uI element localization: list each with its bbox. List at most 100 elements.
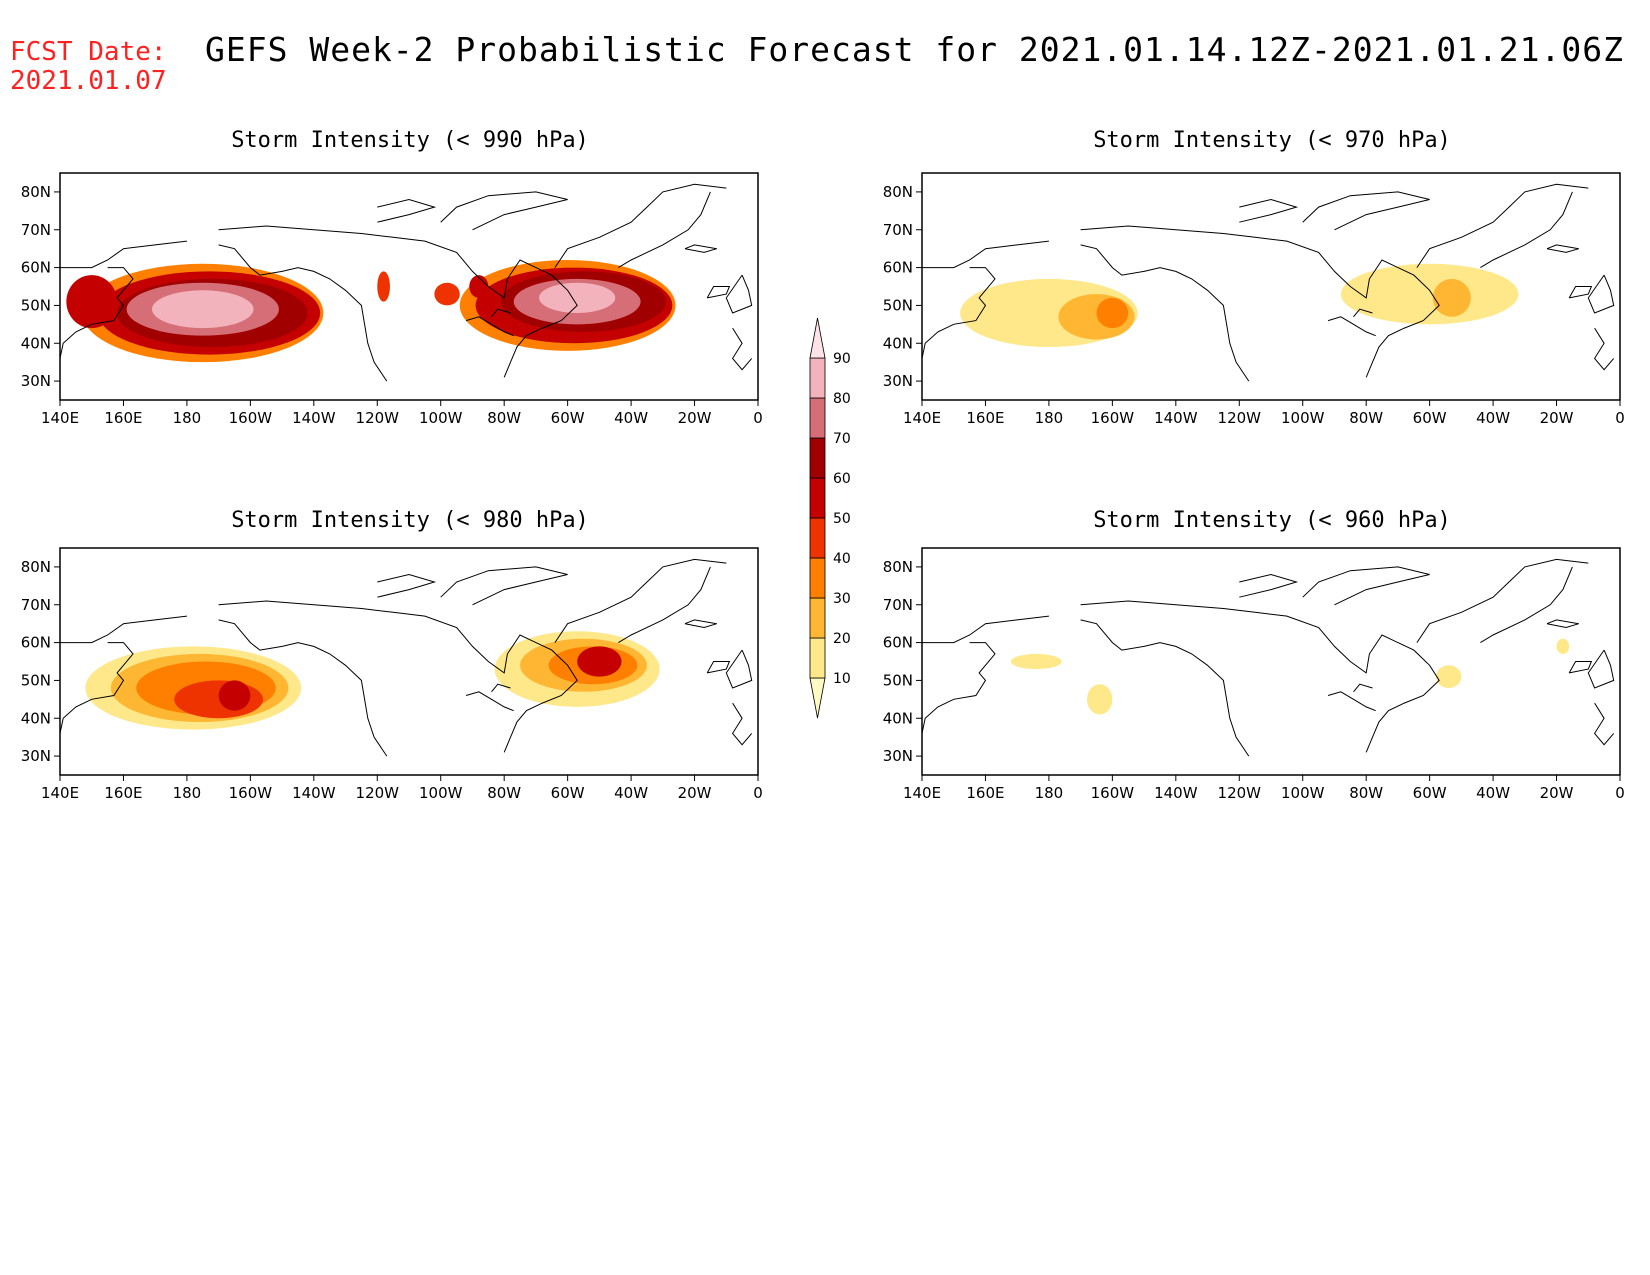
coastline [377, 573, 437, 598]
lon-tick-label: 140E [903, 784, 941, 802]
colorbar-label: 10 [833, 671, 851, 687]
coastline [218, 619, 388, 757]
lon-tick-label: 120W [356, 784, 400, 802]
lat-tick-label: 40N [21, 709, 51, 727]
lat-tick-label: 50N [883, 296, 913, 314]
lon-tick-label: 20W [678, 784, 712, 802]
coastline [1593, 327, 1615, 371]
lat-tick-label: 30N [21, 747, 51, 765]
lat-tick-label: 60N [21, 259, 51, 277]
forecast-date-value: 2021.01.07 [10, 66, 167, 96]
coastline [706, 661, 731, 674]
colorbar-label: 40 [833, 551, 851, 567]
map-frame [921, 547, 1621, 776]
coastline [684, 619, 717, 629]
lon-tick-label: 180 [173, 784, 202, 802]
lat-tick-label: 70N [883, 221, 913, 239]
panel-title-970: Storm Intensity (< 970 hPa) [1093, 128, 1451, 153]
coastline [731, 327, 753, 371]
coastline [491, 683, 511, 693]
colorbar-label: 50 [833, 511, 851, 527]
panel-title-960: Storm Intensity (< 960 hPa) [1093, 508, 1451, 533]
probability-contour [1086, 684, 1113, 715]
coastline [618, 566, 711, 644]
probability-contour [469, 275, 489, 298]
lon-tick-label: 160W [1091, 409, 1135, 427]
probability-contour [1096, 297, 1129, 329]
lat-tick-label: 30N [883, 747, 913, 765]
panel-title-990: Storm Intensity (< 990 hPa) [231, 128, 589, 153]
map-panel-p960: 140E 160E 180 160W 140W 120W 100W 80W 60W 40W 20W 0… [883, 547, 1625, 802]
lat-tick-label: 30N [21, 372, 51, 390]
lon-tick-label: 0 [1615, 784, 1625, 802]
lon-tick-label: 80W [1349, 409, 1383, 427]
probability-contour [539, 282, 616, 313]
lon-tick-label: 80W [487, 409, 521, 427]
map-frame [921, 172, 1621, 401]
lon-tick-label: 140W [1154, 409, 1198, 427]
map-panel-p970: 140E 160E 180 160W 140W 120W 100W 80W 60W 40W 20W 0… [883, 172, 1625, 427]
lon-tick-label: 140W [292, 784, 336, 802]
page-title: GEFS Week-2 Probabilistic Forecast for 2… [205, 30, 1625, 69]
coastline [1302, 566, 1430, 606]
lat-tick-label: 60N [21, 634, 51, 652]
colorbar-label: 30 [833, 591, 851, 607]
coastline [1480, 191, 1573, 269]
panel-title-980: Storm Intensity (< 980 hPa) [231, 508, 589, 533]
coastline [60, 240, 187, 269]
coastline [1546, 244, 1579, 253]
lat-tick-label: 80N [21, 558, 51, 576]
coastline [725, 274, 753, 314]
lat-tick-label: 80N [21, 183, 51, 201]
lat-tick-label: 80N [883, 558, 913, 576]
lat-tick-label: 70N [21, 221, 51, 239]
lon-tick-label: 160W [229, 784, 273, 802]
colorbar-label: 70 [833, 431, 851, 447]
lat-tick-label: 50N [883, 671, 913, 689]
lon-tick-label: 120W [1218, 784, 1262, 802]
lon-tick-label: 100W [1281, 784, 1325, 802]
coastline [1239, 198, 1299, 223]
lon-tick-label: 40W [1476, 409, 1510, 427]
coastline [1568, 286, 1593, 299]
lat-tick-label: 40N [883, 709, 913, 727]
coastline [440, 191, 568, 231]
forecast-date-block: FCST Date: 2021.01.07 [10, 38, 167, 96]
lon-tick-label: 180 [173, 409, 202, 427]
lat-tick-label: 40N [21, 334, 51, 352]
lon-tick-label: 0 [1615, 409, 1625, 427]
coastline [60, 615, 187, 644]
coastline [1416, 558, 1589, 643]
lon-tick-label: 80W [1349, 784, 1383, 802]
coastline [1080, 244, 1250, 382]
coastline [1327, 316, 1376, 337]
forecast-date-label: FCST Date: [10, 37, 167, 67]
probability-contour [1435, 665, 1462, 688]
lon-tick-label: 140E [903, 409, 941, 427]
lon-tick-label: 100W [419, 409, 463, 427]
probability-contour [577, 646, 622, 677]
lon-tick-label: 60W [1413, 784, 1447, 802]
probability-contour [1340, 263, 1519, 325]
probability-contour [218, 680, 251, 711]
lon-tick-label: 60W [1413, 409, 1447, 427]
colorbar-label: 60 [833, 471, 851, 487]
probability-contour [377, 271, 390, 302]
lon-tick-label: 100W [419, 784, 463, 802]
coastline [377, 198, 437, 223]
lon-tick-label: 60W [551, 784, 585, 802]
coastline [218, 600, 578, 753]
probability-contour [434, 282, 460, 306]
lon-tick-label: 160W [229, 409, 273, 427]
lon-tick-label: 160E [104, 409, 142, 427]
coastline [922, 615, 1049, 644]
coastline [1546, 619, 1579, 629]
lon-tick-label: 20W [1540, 784, 1574, 802]
probability-contour [66, 275, 118, 329]
lat-tick-label: 80N [883, 183, 913, 201]
lon-tick-label: 40W [1476, 784, 1510, 802]
coastline [1302, 191, 1430, 231]
lon-tick-label: 120W [1218, 409, 1262, 427]
colorbar: 10 20 30 40 50 60 70 80 90 [809, 317, 851, 719]
